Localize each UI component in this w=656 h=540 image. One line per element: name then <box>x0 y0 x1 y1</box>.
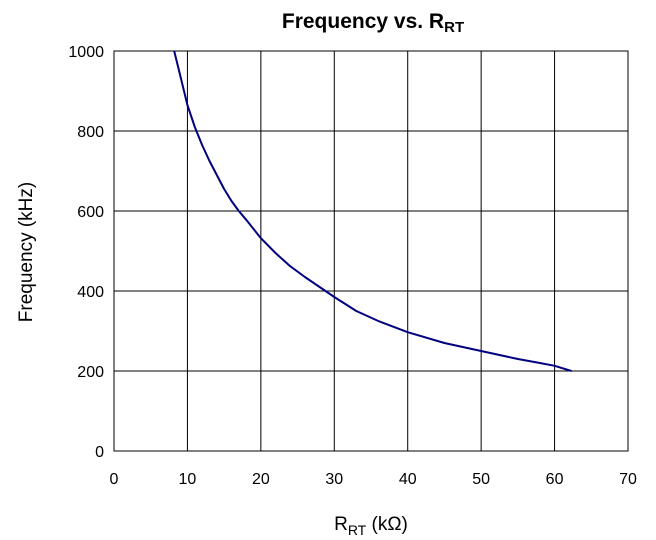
x-tick-label: 40 <box>399 471 417 488</box>
x-tick-label: 60 <box>546 471 564 488</box>
tick-labels: 0 10 20 30 40 50 60 70 0 200 400 600 800 1000 <box>68 44 637 488</box>
y-tick-label: 800 <box>77 124 104 141</box>
chart-title: Frequency vs. RRT <box>282 10 464 36</box>
x-tick-label: 50 <box>472 471 490 488</box>
y-tick-label: 200 <box>77 364 104 381</box>
series-lines <box>173 50 572 372</box>
x-tick-label: 10 <box>179 471 197 488</box>
y-tick-label: 1000 <box>68 44 104 61</box>
x-tick-label: 0 <box>110 471 119 488</box>
y-tick-label: 400 <box>77 284 104 301</box>
plot-frame <box>113 50 629 452</box>
x-axis-label: RRT (kΩ) <box>334 514 408 538</box>
y-axis-label: Frequency (kHz) <box>16 182 37 322</box>
x-tick-label: 20 <box>252 471 270 488</box>
x-tick-label: 30 <box>325 471 343 488</box>
y-tick-label: 0 <box>95 444 104 461</box>
series-line <box>173 50 572 372</box>
x-tick-label: 70 <box>619 471 637 488</box>
y-tick-label: 600 <box>77 204 104 221</box>
